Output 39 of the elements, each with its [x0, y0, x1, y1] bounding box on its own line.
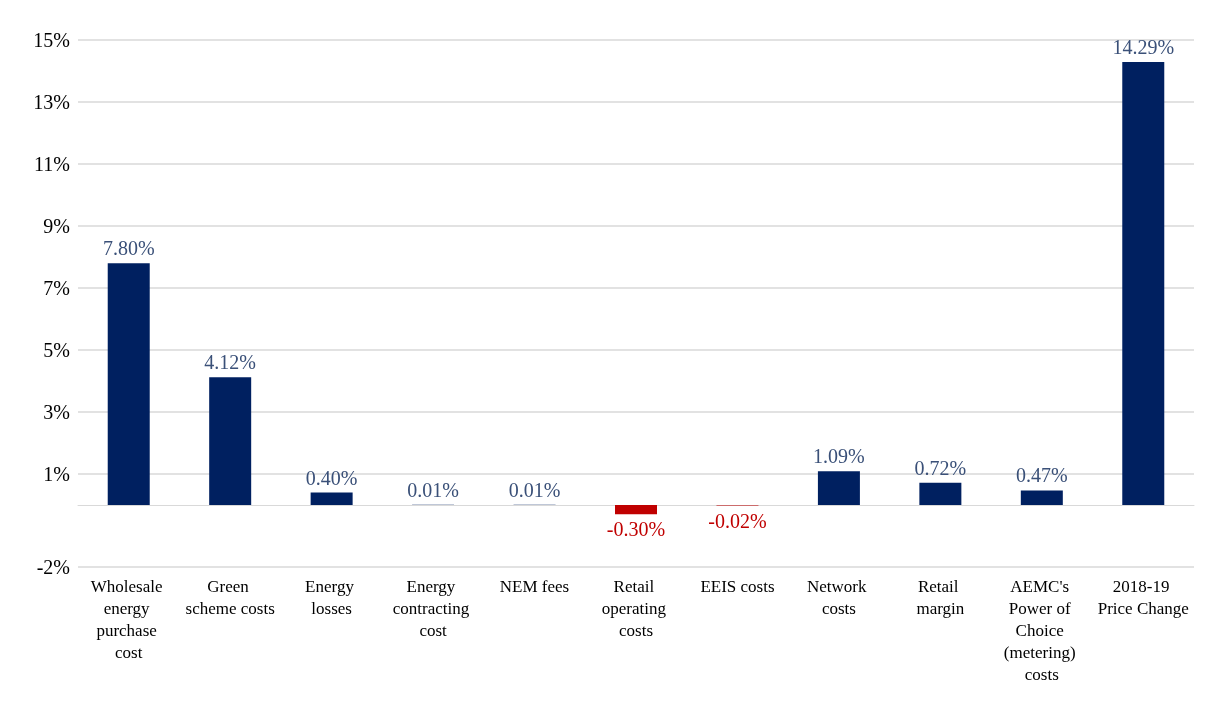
bar [1122, 62, 1165, 505]
x-tick-label: NEM fees [499, 576, 570, 596]
y-tick-label: 9% [43, 215, 70, 237]
bar [919, 482, 962, 505]
x-tick-label: EEIS costs [700, 576, 775, 596]
x-tick-label: Retail operating costs [601, 576, 671, 640]
x-tick-label: Wholesale energy purchase cost [90, 576, 167, 662]
data-label: 4.12% [204, 351, 257, 374]
data-label: 7.80% [102, 237, 155, 260]
x-tick-label: Network costs [807, 576, 871, 618]
data-label: 0.01% [407, 478, 459, 501]
y-tick-label: 3% [43, 401, 70, 423]
y-tick-label: 13% [33, 91, 70, 113]
x-tick-label: Energy losses [305, 576, 359, 618]
x-tick-label: Retail margin [916, 576, 965, 618]
y-tick-label: -2% [36, 556, 70, 578]
data-label: 0.40% [305, 466, 358, 489]
bar [107, 263, 150, 505]
bar [817, 471, 860, 505]
y-tick-label: 5% [43, 339, 70, 361]
x-tick-label: 2018-19 Price Change [1097, 576, 1189, 618]
data-label: 0.47% [1015, 464, 1068, 487]
y-tick-label: 15% [33, 29, 70, 51]
y-tick-label: 1% [43, 463, 70, 485]
x-tick-label: AEMC's Power of Choice (metering) costs [1003, 576, 1080, 684]
data-label: 1.09% [813, 445, 865, 468]
data-label: -0.30% [606, 518, 666, 541]
y-tick-label: 7% [43, 277, 70, 299]
bar [209, 377, 252, 505]
bar [310, 492, 353, 505]
x-tick-label: Energy contracting cost [392, 576, 474, 640]
data-label: 14.29% [1112, 36, 1175, 59]
data-label: 0.72% [914, 456, 967, 479]
bar [1020, 490, 1063, 505]
y-tick-label: 11% [34, 153, 70, 175]
bar [615, 505, 657, 515]
data-label: -0.02% [708, 509, 767, 532]
data-label: 0.01% [508, 478, 561, 501]
x-tick-label: Green scheme costs [185, 576, 275, 618]
